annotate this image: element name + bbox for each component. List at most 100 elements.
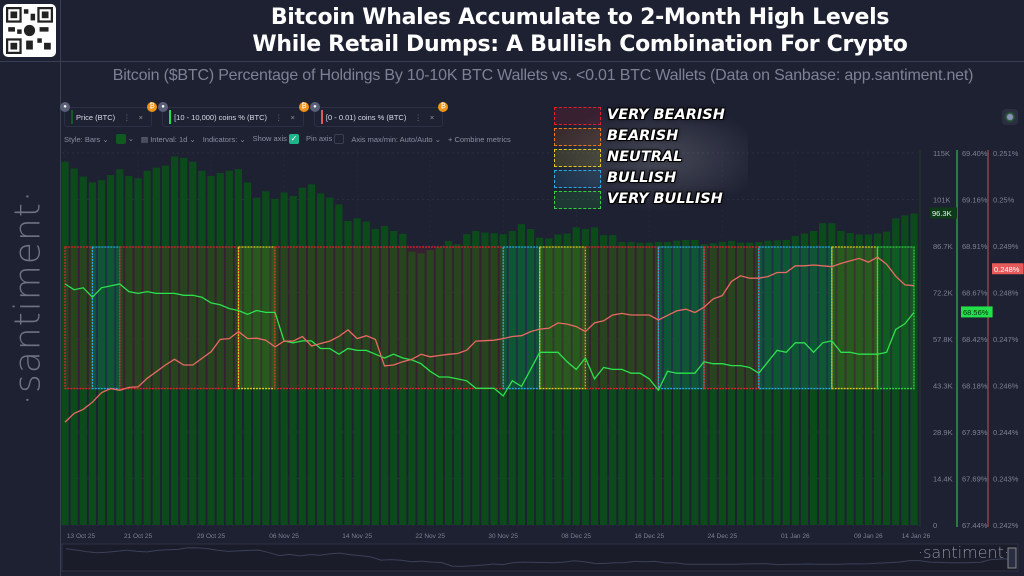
price-bar: [782, 240, 790, 525]
axis-tick-label: 68.67%: [962, 289, 988, 298]
more-options-icon[interactable]: ⋮: [275, 112, 283, 122]
checkbox-checked-icon[interactable]: ✓: [288, 134, 299, 145]
metric-chip-retail[interactable]: ● [0 - 0.01) coins % (BTC) ⋮ × ₿: [309, 102, 449, 127]
price-bar: [746, 242, 754, 525]
interval-dropdown[interactable]: ▤ Interval: 1d ⌄: [141, 134, 196, 144]
axis-tick-label: 0.249%: [993, 242, 1019, 251]
more-options-icon[interactable]: ⋮: [414, 112, 422, 122]
legend-swatch-very-bullish: [554, 191, 601, 209]
close-icon[interactable]: ×: [138, 112, 144, 122]
price-bar: [298, 187, 306, 525]
price-bar: [837, 230, 845, 526]
close-icon[interactable]: ×: [290, 112, 295, 122]
sentiment-band-neutral: [831, 246, 879, 390]
bitcoin-icon: ₿: [147, 102, 158, 112]
legend-label: BULLISH: [607, 170, 677, 186]
axis-tick-label: 72.2K: [933, 289, 953, 298]
whales-last-value: 68.56%: [963, 308, 989, 317]
sentiment-band-bullish: [657, 246, 705, 390]
price-bar: [453, 244, 462, 525]
page-subtitle: Bitcoin ($BTC) Percentage of Holdings By…: [112, 67, 974, 84]
price-bar: [107, 174, 115, 525]
x-tick-label: 14 Nov 25: [342, 533, 372, 540]
price-bar: [371, 229, 379, 525]
lock-icon[interactable]: ●: [158, 102, 169, 112]
indicators-dropdown[interactable]: Indicators: ⌄: [202, 134, 246, 144]
price-bar: [225, 170, 233, 525]
close-icon[interactable]: ×: [429, 112, 435, 122]
price-bar: [335, 204, 343, 525]
axis-tick-label: 67.44%: [962, 521, 988, 530]
qr-code[interactable]: [3, 4, 56, 57]
color-dropdown[interactable]: ⌄: [115, 134, 134, 145]
axis-tick-label: 43.3K: [933, 382, 953, 391]
sentiment-band-neutral: [237, 246, 276, 390]
sentiment-band-very-bearish: [64, 246, 94, 390]
price-bar: [572, 227, 580, 525]
x-tick-label: 14 Jan 26: [902, 533, 931, 540]
axis-tick-label: 0.243%: [993, 475, 1019, 484]
axis-tick-label: 115K: [933, 149, 950, 158]
price-bar: [791, 236, 799, 525]
pin-axis-toggle[interactable]: Pin axis: [306, 134, 345, 145]
lock-icon[interactable]: ●: [309, 102, 320, 112]
price-bar: [718, 241, 726, 525]
lock-icon[interactable]: ●: [60, 102, 70, 112]
axis-tick-label: 0.248%: [993, 289, 1019, 298]
axis-tick-label: 101K: [933, 196, 951, 205]
price-bar: [189, 161, 197, 525]
metric-chip-whales[interactable]: ● [10 - 10,000) coins % (BTC) ⋮ × ₿: [158, 102, 309, 127]
price-bar: [901, 215, 909, 525]
x-tick-label: 22 Nov 25: [415, 533, 445, 540]
price-bar: [472, 230, 480, 526]
price-bar: [764, 240, 772, 526]
axis-tick-label: 69.16%: [962, 196, 988, 205]
price-bar: [673, 240, 681, 526]
legend-label: NEUTRAL: [607, 149, 683, 165]
combine-metrics-button[interactable]: + Combine metrics: [447, 134, 511, 144]
metric-chip-price[interactable]: ● Price (BTC) ⋮ × ₿: [60, 102, 158, 127]
sentiment-legend: VERY BEARISH BEARISH NEUTRAL BULLISH VERY BU…: [548, 103, 748, 213]
price-bar: [490, 233, 498, 526]
more-options-icon[interactable]: ⋮: [123, 112, 131, 122]
legend-label: VERY BEARISH: [607, 107, 725, 123]
price-bar: [809, 230, 818, 526]
price-bar: [253, 197, 261, 525]
metric-label: Price (BTC): [76, 112, 116, 122]
show-axis-toggle[interactable]: Show axis ✓: [253, 134, 299, 145]
style-dropdown[interactable]: Style: Bars ⌄: [64, 134, 109, 144]
x-tick-label: 24 Dec 25: [707, 533, 737, 540]
bitcoin-icon: ₿: [438, 102, 449, 112]
axis-tick-label: 0.242%: [993, 521, 1019, 530]
santiment-logo: ·santiment·: [918, 543, 1010, 562]
x-tick-label: 21 Oct 25: [124, 533, 153, 540]
x-tick-label: 29 Oct 25: [197, 533, 226, 540]
sentiment-band-very-bearish: [584, 246, 660, 390]
price-bar: [691, 240, 699, 525]
axis-tick-label: 0.244%: [993, 428, 1019, 437]
metric-label: [10 - 10,000) coins % (BTC): [174, 112, 268, 122]
chart-settings-button[interactable]: [1002, 109, 1018, 125]
price-bar: [800, 233, 809, 525]
axis-tick-label: 67.93%: [962, 428, 988, 437]
price-bar: [709, 243, 717, 525]
price-bar: [152, 167, 160, 525]
price-bar: [170, 156, 179, 525]
price-bar: [317, 193, 325, 525]
price-bar: [855, 234, 863, 525]
legend-swatch-neutral: [554, 149, 601, 167]
bitcoin-icon: ₿: [298, 102, 309, 112]
axis-tick-label: 68.91%: [962, 242, 988, 251]
checkbox-unchecked-icon[interactable]: [334, 134, 345, 145]
axis-tick-label: 14.4K: [933, 475, 953, 484]
price-bar: [198, 170, 206, 525]
sentiment-band-bullish: [91, 246, 121, 390]
navigator: [61, 543, 1019, 572]
axis-tick-label: 86.7K: [933, 242, 953, 251]
axis-maxmin-dropdown[interactable]: Axis max/min: Auto/Auto ⌄: [351, 134, 441, 144]
price-bar: [97, 180, 106, 525]
price-bar: [545, 238, 553, 525]
legend-swatch-bearish: [554, 128, 601, 146]
sentiment-band-neutral: [539, 246, 587, 390]
